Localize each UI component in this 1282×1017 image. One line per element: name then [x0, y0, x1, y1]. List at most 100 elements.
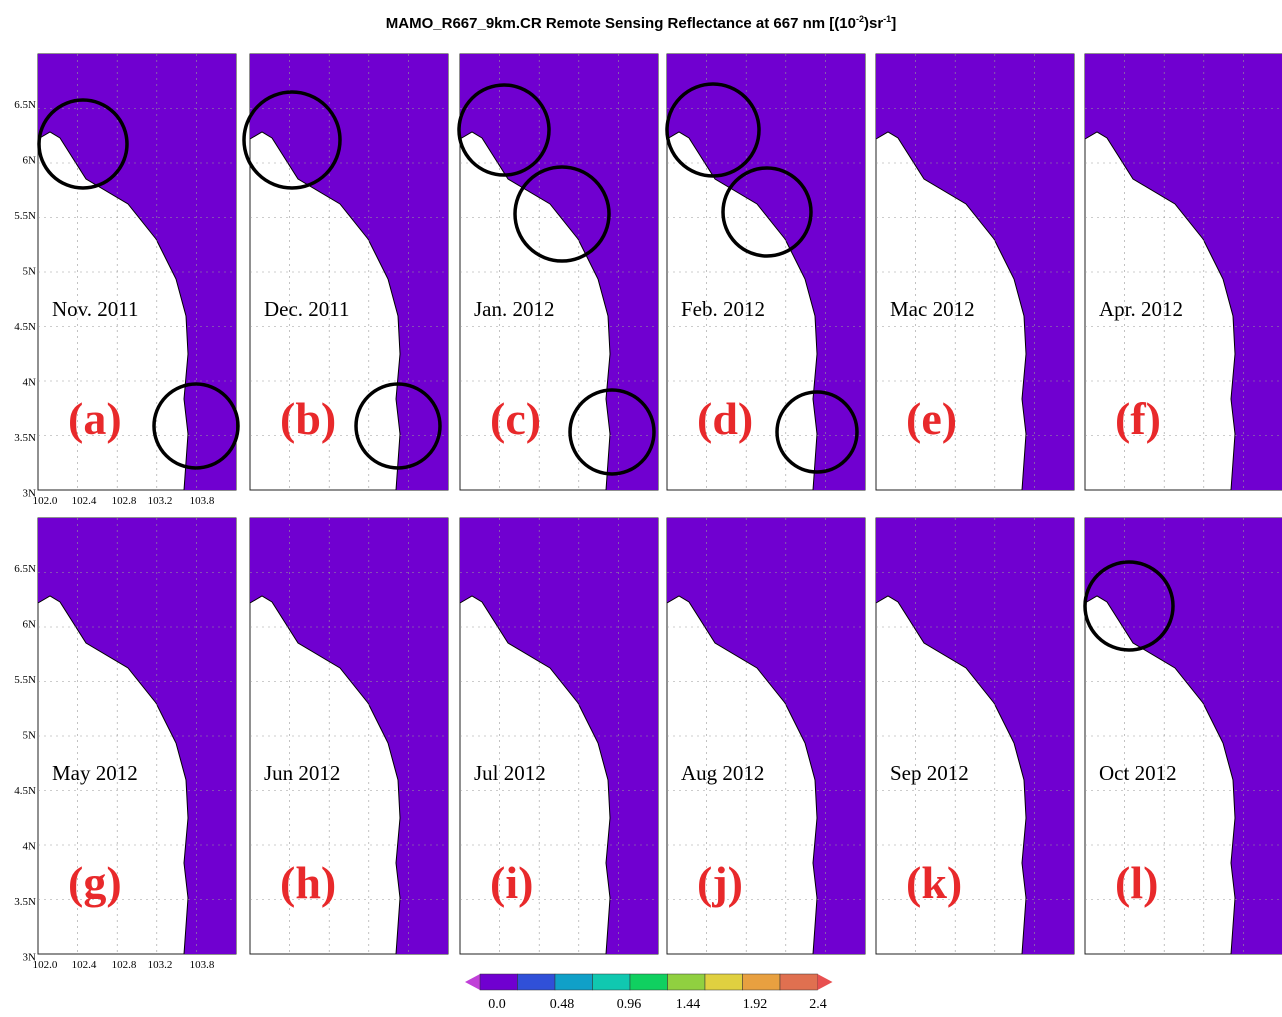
map-panel: Dec. 2011 (b)	[242, 53, 449, 491]
lon-label: 103.8	[190, 959, 215, 971]
coastline	[666, 131, 818, 491]
coastline	[666, 595, 818, 955]
map-panel: Feb. 2012 (d)	[665, 53, 866, 491]
coastline	[37, 595, 189, 955]
map-panel: Oct 2012 (l)	[1083, 517, 1282, 955]
lon-label: 102.8	[112, 495, 137, 507]
month-label: May 2012	[52, 761, 138, 785]
colorbar-segment	[629, 973, 668, 991]
map-panel: Jun 2012 (h)	[249, 517, 449, 955]
month-label: Jun 2012	[264, 761, 340, 785]
panel-letter: (c)	[490, 393, 541, 444]
coastline	[1084, 595, 1236, 955]
panel-letter: (f)	[1115, 393, 1161, 444]
highlight-circle	[513, 165, 611, 263]
highlight-circle	[665, 82, 761, 178]
month-label: Oct 2012	[1099, 761, 1177, 785]
coastline	[249, 131, 401, 491]
colorbar-label: 0.96	[617, 997, 642, 1012]
highlight-circle	[568, 388, 656, 476]
panel-letter: (i)	[490, 857, 533, 908]
lat-label: 3.5N	[14, 432, 36, 444]
panel-letter: (k)	[906, 857, 962, 908]
lon-label: 102.0	[33, 495, 58, 507]
highlight-circle	[242, 90, 342, 190]
highlight-circle	[1083, 560, 1175, 652]
panel-letter: (e)	[906, 393, 957, 444]
month-label: Nov. 2011	[52, 297, 139, 321]
month-label: Apr. 2012	[1099, 297, 1183, 321]
lat-label: 4.5N	[14, 321, 36, 333]
month-label: Aug 2012	[681, 761, 764, 785]
colorbar-segment	[742, 973, 781, 991]
highlight-circle	[354, 382, 442, 470]
lat-label: 3.5N	[14, 896, 36, 908]
panel-letter: (j)	[697, 857, 743, 908]
lat-label: 3N	[23, 488, 37, 500]
colorbar-segment	[667, 973, 706, 991]
panel-letter: (a)	[68, 393, 122, 444]
map-panel: Apr. 2012 (f)	[1084, 53, 1282, 491]
lon-label: 102.0	[33, 959, 58, 971]
month-label: Jul 2012	[474, 761, 546, 785]
lon-label: 103.2	[148, 495, 173, 507]
title-exponent: -1	[883, 14, 891, 24]
colorbar-label: 2.4	[809, 997, 827, 1012]
colorbar-arrow	[817, 974, 833, 990]
panel-letter: (g)	[68, 857, 122, 908]
coastline	[459, 595, 611, 955]
colorbar-label: 1.44	[676, 997, 701, 1012]
title-text: ]	[891, 15, 896, 32]
colorbar-segment	[517, 973, 556, 991]
map-panel: Mac 2012 (e)	[875, 53, 1075, 491]
month-label: Sep 2012	[890, 761, 969, 785]
coastline	[875, 131, 1027, 491]
title-text: )sr	[864, 15, 883, 32]
lat-label: 6.5N	[14, 99, 36, 111]
lat-label: 4N	[23, 377, 37, 389]
highlight-circle	[721, 166, 813, 258]
map-panel: Jan. 2012 (c)	[457, 53, 659, 491]
panel-letter: (h)	[280, 857, 336, 908]
colorbar-label: 0.48	[550, 997, 575, 1012]
map-panel: Nov. 2011 (a)	[37, 53, 240, 491]
figure-title: MAMO_R667_9km.CR Remote Sensing Reflecta…	[386, 14, 896, 32]
colorbar-segment	[704, 973, 743, 991]
map-panel: Aug 2012 (j)	[666, 517, 866, 955]
lon-label: 102.8	[112, 959, 137, 971]
lat-label: 6N	[23, 619, 37, 631]
colorbar-label: 1.92	[743, 997, 768, 1012]
lat-label: 5.5N	[14, 674, 36, 686]
lat-label: 6N	[23, 155, 37, 167]
highlight-circle	[152, 382, 240, 470]
coastline	[37, 131, 189, 491]
highlight-circle	[37, 98, 129, 190]
coastline	[875, 595, 1027, 955]
month-label: Feb. 2012	[681, 297, 765, 321]
lat-label: 5N	[23, 266, 37, 278]
month-label: Dec. 2011	[264, 297, 350, 321]
colorbar-segment	[479, 973, 518, 991]
lat-label: 6.5N	[14, 563, 36, 575]
colorbar-segment	[554, 973, 593, 991]
highlight-circle	[775, 390, 859, 474]
month-label: Jan. 2012	[474, 297, 555, 321]
map-panel: May 2012 (g)	[37, 517, 237, 955]
lon-label: 102.4	[72, 959, 97, 971]
colorbar-segment	[779, 973, 818, 991]
map-panel: Sep 2012 (k)	[875, 517, 1075, 955]
panel-letter: (d)	[697, 393, 753, 444]
lat-label: 4N	[23, 841, 37, 853]
colorbar-segment	[592, 973, 631, 991]
colorbar-arrow	[465, 974, 480, 990]
panel-letter: (b)	[280, 393, 336, 444]
panel-letter: (l)	[1115, 857, 1158, 908]
lon-label: 103.2	[148, 959, 173, 971]
lat-label: 3N	[23, 952, 37, 964]
month-label: Mac 2012	[890, 297, 975, 321]
coastline	[1084, 131, 1236, 491]
map-panel: Jul 2012 (i)	[459, 517, 659, 955]
highlight-circle	[457, 83, 551, 177]
coastline	[459, 131, 611, 491]
